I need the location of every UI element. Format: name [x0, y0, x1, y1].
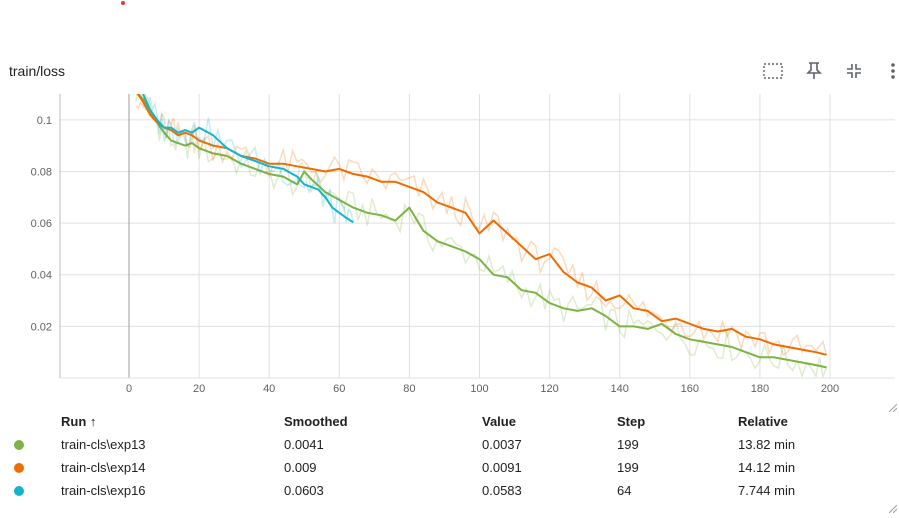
- run-name: train-cls\exp14: [61, 460, 146, 475]
- header-step[interactable]: Step: [617, 414, 646, 429]
- loss-chart[interactable]: 0 20 40 60 80 100 120 140 160 180 200 0.02 0.04 0.06 0…: [0, 88, 899, 406]
- x-tick-label: 80: [403, 383, 415, 395]
- header-relative[interactable]: Relative: [738, 414, 788, 429]
- relative-value: 13.82 min: [738, 437, 796, 452]
- y-tick-label: 0.08: [31, 166, 52, 178]
- step-value: 199: [617, 460, 639, 475]
- series-line[interactable]: [136, 91, 827, 369]
- y-tick-label: 0.04: [31, 270, 52, 282]
- run-color-dot: [14, 486, 24, 496]
- x-tick-label: 200: [821, 383, 839, 395]
- raw-value: 0.0091: [482, 460, 522, 475]
- smoothed-value: 0.0041: [284, 437, 324, 452]
- x-tick-label: 140: [611, 383, 629, 395]
- table-resize-icon[interactable]: [888, 500, 898, 514]
- x-tick-label: 120: [540, 383, 558, 395]
- series-line[interactable]: [136, 91, 827, 356]
- x-tick-label: 20: [193, 383, 205, 395]
- more-vert-icon[interactable]: [882, 60, 899, 82]
- x-tick-label: 180: [751, 383, 769, 395]
- relative-value: 14.12 min: [738, 460, 796, 475]
- y-tick-label: 0.06: [31, 218, 52, 230]
- raw-value: 0.0583: [482, 483, 522, 498]
- x-tick-label: 40: [263, 383, 275, 395]
- y-tick-label: 0.02: [31, 321, 52, 333]
- step-value: 64: [617, 483, 632, 498]
- series-line[interactable]: [142, 94, 354, 224]
- raw-value: 0.0037: [482, 437, 522, 452]
- fit-domain-icon[interactable]: [762, 60, 784, 82]
- series-raw-line: [142, 96, 355, 224]
- pin-icon[interactable]: [803, 60, 825, 82]
- chart-title: train/loss: [9, 63, 66, 79]
- status-dot: [121, 1, 125, 5]
- x-tick-label: 160: [681, 383, 699, 395]
- y-tick-label: 0.1: [37, 115, 52, 127]
- collapse-icon[interactable]: [843, 60, 865, 82]
- step-value: 199: [617, 437, 639, 452]
- series-raw-line: [135, 94, 828, 357]
- table-row: train-cls\exp16 0.0603 0.0583 64 7.744 m…: [0, 480, 899, 502]
- table-row: train-cls\exp14 0.009 0.0091 199 14.12 m…: [0, 457, 899, 479]
- header-value[interactable]: Value: [482, 414, 516, 429]
- run-color-dot: [14, 440, 24, 450]
- smoothed-value: 0.0603: [284, 483, 324, 498]
- header-run[interactable]: Run ↑: [61, 414, 97, 429]
- run-color-dot: [14, 463, 24, 473]
- run-name: train-cls\exp16: [61, 483, 146, 498]
- run-name: train-cls\exp13: [61, 437, 146, 452]
- relative-value: 7.744 min: [738, 483, 796, 498]
- chart-resize-icon[interactable]: [888, 399, 898, 413]
- smoothed-value: 0.009: [284, 460, 317, 475]
- x-tick-label: 60: [333, 383, 345, 395]
- table-header: Run ↑ Smoothed Value Step Relative: [0, 411, 899, 433]
- header-smoothed[interactable]: Smoothed: [284, 414, 348, 429]
- table-row: train-cls\exp13 0.0041 0.0037 199 13.82 …: [0, 434, 899, 456]
- x-tick-label: 0: [126, 383, 132, 395]
- x-tick-label: 100: [470, 383, 488, 395]
